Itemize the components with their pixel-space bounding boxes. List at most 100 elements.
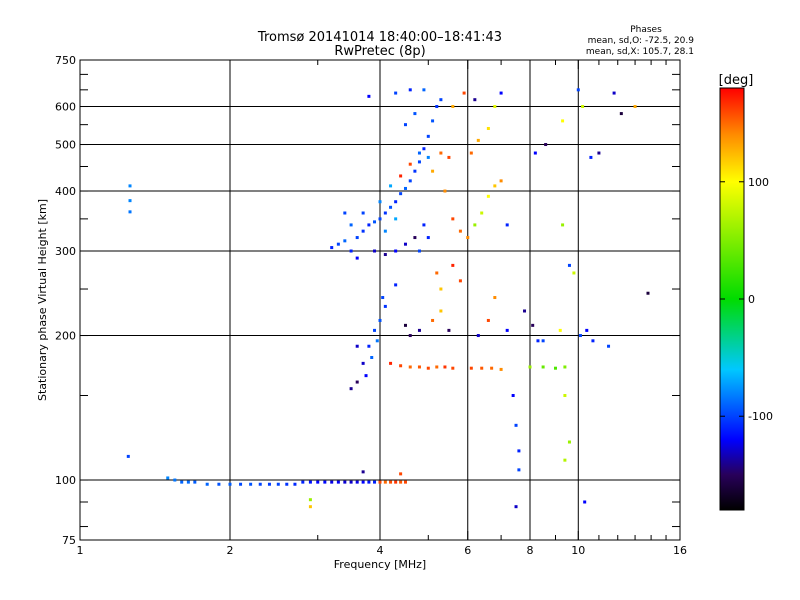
echo-point [505,328,509,332]
echo-point [417,328,421,332]
echo-point [589,155,593,159]
echo-point [361,470,365,474]
echo-point [373,249,377,253]
echo-point [381,296,385,300]
echo-point [493,296,497,300]
echo-point [316,480,320,484]
x-tick-label: 2 [227,544,234,557]
y-tick-label: 750 [55,54,76,67]
echo-point [426,134,430,138]
echo-point [431,318,435,322]
stats-o-mode: mean, sd,O: -72.5, 20.9 [588,36,695,46]
echo-point [364,374,368,378]
echo-point [505,223,509,227]
echo-point [166,476,170,480]
echo-point [451,217,455,221]
echo-point [607,344,611,348]
echo-point [403,123,407,127]
echo-point [528,365,532,369]
echo-point [361,480,365,484]
y-tick-label: 400 [55,185,76,198]
colorbar-label: [deg] [719,73,754,88]
y-tick-label: 500 [55,139,76,152]
echo-point [486,318,490,322]
echo-point [476,138,480,142]
echo-point [583,500,587,504]
echo-point [408,88,412,92]
echo-point [439,98,443,102]
echo-point [417,160,421,164]
echo-point [408,162,412,166]
echo-point [408,179,412,183]
echo-point [413,169,417,173]
echo-point [563,365,567,369]
colorbar-tick-label: 0 [748,293,755,306]
y-tick-label: 75 [62,534,76,547]
echo-point [367,480,371,484]
echo-point [394,200,398,204]
echo-point [330,480,334,484]
echo-point [619,112,623,116]
echo-point [276,482,280,486]
echo-point [563,458,567,462]
echo-point [355,480,359,484]
colorbar-tick-label: -100 [748,410,773,423]
echo-point [343,239,347,243]
echo-point [466,236,470,240]
echo-point [523,309,527,313]
echo-point [458,229,462,233]
echo-point [578,334,582,338]
echo-point [349,480,353,484]
echo-point [499,91,503,95]
echo-point [451,263,455,267]
echo-point [435,365,439,369]
echo-point [126,454,130,458]
echo-point [355,236,359,240]
echo-point [128,199,132,203]
echo-point [383,480,387,484]
echo-point [378,200,382,204]
echo-point [514,423,518,427]
echo-point [330,246,334,250]
x-tick-label: 6 [464,544,471,557]
echo-point [383,229,387,233]
echo-point [228,482,232,486]
echo-point [378,480,382,484]
x-axis-label: Frequency [MHz] [334,558,426,571]
echo-point [541,365,545,369]
echo-point [561,223,565,227]
echo-point [367,94,371,98]
echo-point [422,88,426,92]
y-tick-label: 100 [55,474,76,487]
echo-point [403,480,407,484]
echo-point [403,186,407,190]
echo-point [399,472,403,476]
echo-point [403,323,407,327]
echo-point [249,482,253,486]
echo-point [553,366,557,370]
echo-point [435,105,439,109]
echo-point [349,223,353,227]
x-tick-label: 8 [527,544,534,557]
echo-point [612,91,616,95]
echo-point [431,119,435,123]
y-tick-label: 600 [55,101,76,114]
echo-point [413,236,417,240]
echo-point [367,223,371,227]
echo-point [394,91,398,95]
echo-point [443,189,447,193]
echo-point [413,112,417,116]
echo-point [336,242,340,246]
echo-point [394,480,398,484]
echo-point [439,309,443,313]
echo-point [431,169,435,173]
echo-point [399,174,403,178]
echo-point [293,482,297,486]
echo-point [361,229,365,233]
echo-point [389,184,393,188]
echo-point [476,334,480,338]
echo-point [408,365,412,369]
echo-point [343,480,347,484]
echo-point [343,211,347,215]
echo-point [597,151,601,155]
